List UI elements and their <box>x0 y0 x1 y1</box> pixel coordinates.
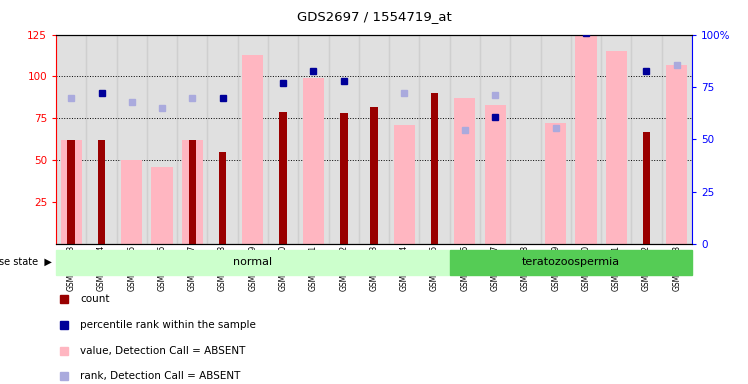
Text: count: count <box>80 294 110 304</box>
Bar <box>485 105 506 244</box>
Bar <box>117 35 147 244</box>
Bar <box>177 35 207 244</box>
Bar <box>510 35 541 244</box>
Bar <box>147 35 177 244</box>
Text: disease state  ▶: disease state ▶ <box>0 257 52 267</box>
Bar <box>643 132 650 244</box>
Bar <box>545 123 566 244</box>
Bar <box>182 140 203 244</box>
Bar <box>188 140 196 244</box>
Bar <box>268 35 298 244</box>
Bar <box>431 93 438 244</box>
Bar <box>575 35 596 244</box>
Bar <box>207 35 238 244</box>
Bar <box>98 140 105 244</box>
Bar <box>121 160 142 244</box>
Bar <box>280 112 287 244</box>
Bar <box>480 35 510 244</box>
Bar <box>601 35 631 244</box>
Text: percentile rank within the sample: percentile rank within the sample <box>80 320 256 330</box>
Bar <box>450 35 480 244</box>
Bar <box>420 35 450 244</box>
Bar <box>359 35 389 244</box>
Bar <box>606 51 627 244</box>
Bar <box>56 250 450 275</box>
Bar <box>340 113 348 244</box>
Bar <box>86 35 117 244</box>
Bar <box>67 140 75 244</box>
Bar <box>541 35 571 244</box>
Bar <box>61 140 82 244</box>
Text: GDS2697 / 1554719_at: GDS2697 / 1554719_at <box>297 10 451 23</box>
Bar <box>393 125 415 244</box>
Text: rank, Detection Call = ABSENT: rank, Detection Call = ABSENT <box>80 371 241 381</box>
Text: normal: normal <box>233 257 272 267</box>
Bar <box>454 98 476 244</box>
Bar <box>56 35 86 244</box>
Bar <box>662 35 692 244</box>
Bar <box>298 35 328 244</box>
Bar <box>370 106 378 244</box>
Text: teratozoospermia: teratozoospermia <box>522 257 620 267</box>
Bar <box>631 35 662 244</box>
Bar <box>389 35 420 244</box>
Bar <box>571 35 601 244</box>
Text: value, Detection Call = ABSENT: value, Detection Call = ABSENT <box>80 346 245 356</box>
Bar <box>238 35 268 244</box>
Bar <box>328 35 359 244</box>
Bar <box>242 55 263 244</box>
Bar <box>450 250 692 275</box>
Bar <box>219 152 227 244</box>
Bar <box>666 65 687 244</box>
Bar <box>151 167 173 244</box>
Bar <box>303 78 324 244</box>
